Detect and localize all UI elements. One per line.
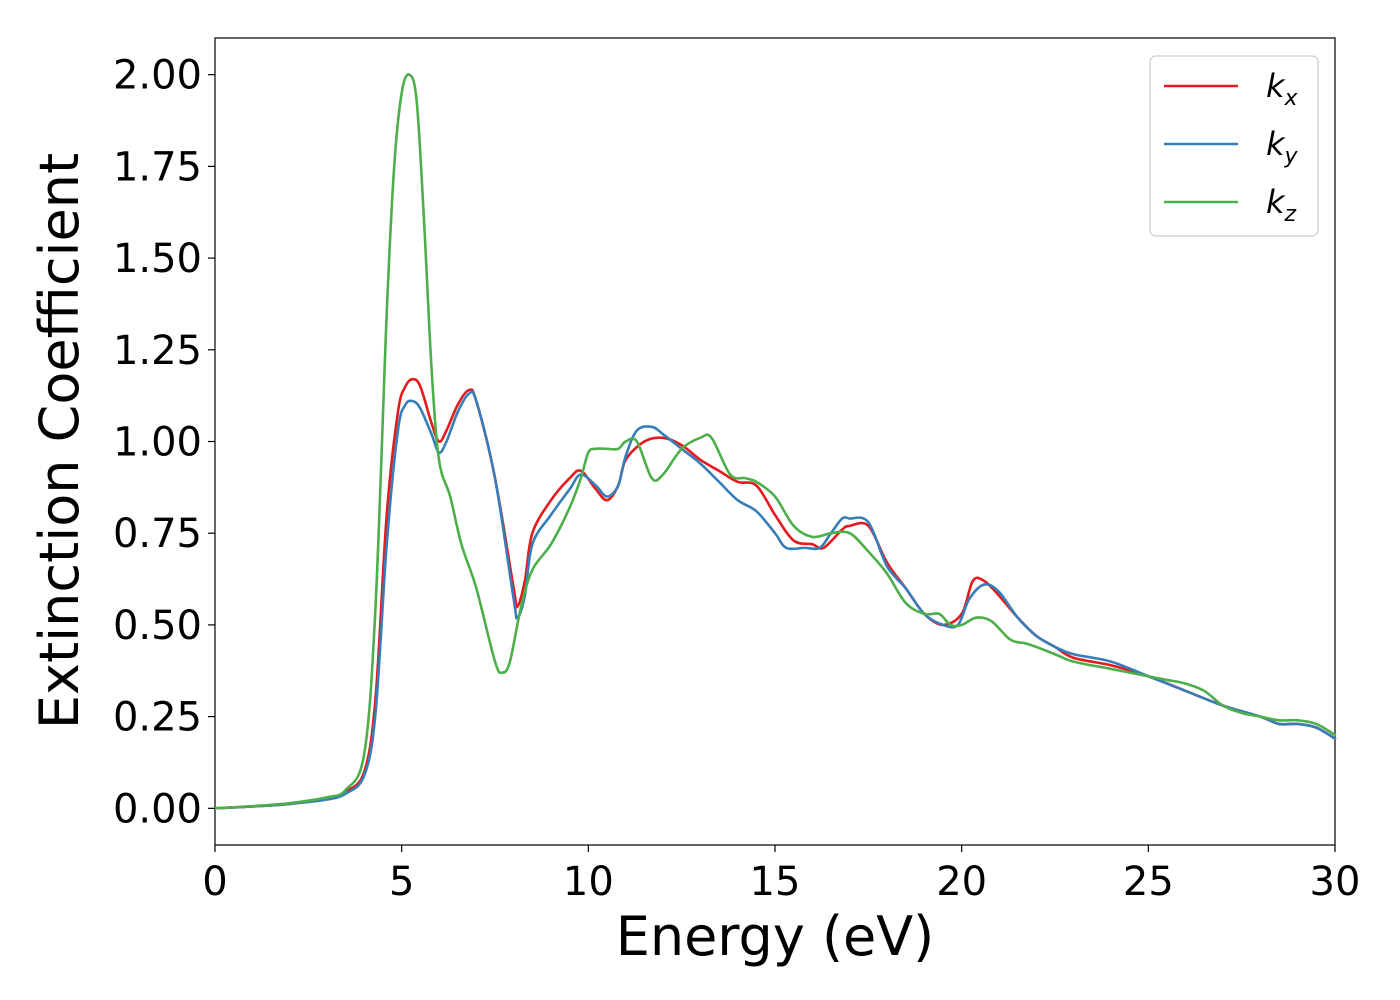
legend-label-ky: ky xyxy=(1266,125,1299,169)
y-axis-ticks: 0.00 0.25 0.50 0.75 1.00 1.25 1.50 1.75 2.00 xyxy=(113,53,215,832)
series-layer xyxy=(213,73,1337,810)
y-tick-label: 1.75 xyxy=(113,144,202,190)
x-tick-label: 10 xyxy=(563,859,614,905)
series-line-ky xyxy=(213,390,1337,810)
x-tick-label: 15 xyxy=(750,859,801,905)
x-axis-title: Energy (eV) xyxy=(616,905,935,968)
x-tick-label: 5 xyxy=(389,859,414,905)
plot-area xyxy=(214,37,1336,846)
y-tick-label: 1.50 xyxy=(113,236,202,282)
y-tick-label: 1.00 xyxy=(113,420,202,466)
x-tick-label: 25 xyxy=(1123,859,1174,905)
y-tick-label: 1.25 xyxy=(113,328,202,374)
y-tick-label: 0.00 xyxy=(113,786,202,832)
y-tick-label: 0.75 xyxy=(113,511,202,557)
series-line-kz xyxy=(213,73,1337,810)
x-axis-ticks: 0 5 10 15 20 25 30 xyxy=(202,845,1360,905)
x-tick-label: 0 xyxy=(202,859,227,905)
y-tick-label: 2.00 xyxy=(113,53,202,99)
y-tick-label: 0.50 xyxy=(113,603,202,649)
x-tick-label: 20 xyxy=(936,859,987,905)
y-tick-label: 0.25 xyxy=(113,695,202,741)
legend-frame xyxy=(1149,55,1319,237)
x-tick-label: 30 xyxy=(1310,859,1361,905)
y-axis-title: Extinction Coefficient xyxy=(28,153,91,729)
